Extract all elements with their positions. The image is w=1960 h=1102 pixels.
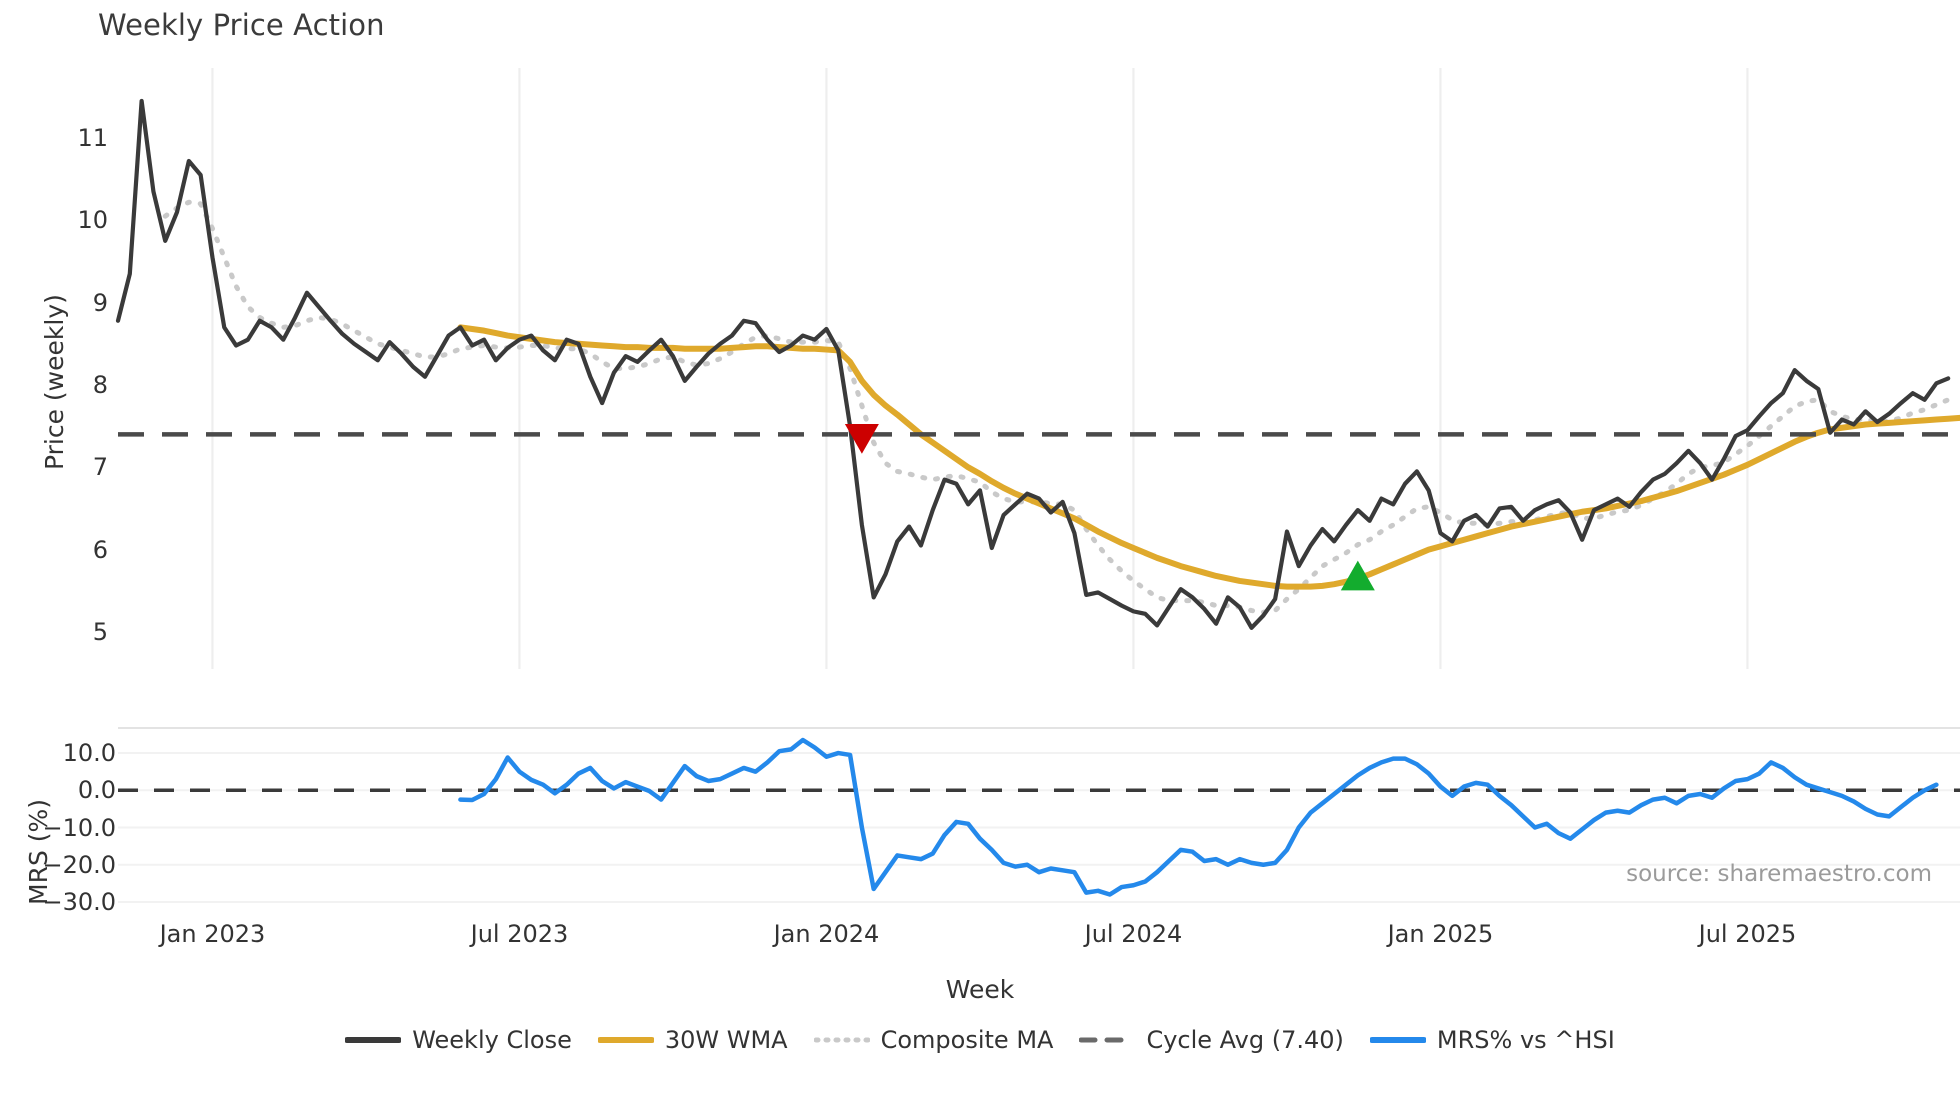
legend-label: MRS% vs ^HSI bbox=[1436, 1026, 1615, 1054]
price-chart-svg bbox=[115, 68, 1960, 669]
series-line-30w-wma bbox=[457, 324, 1960, 590]
price-y-tick-label: 6 bbox=[92, 535, 108, 564]
x-tick-label: Jan 2025 bbox=[1387, 920, 1494, 948]
legend-item-mrs-vs-hsi[interactable]: MRS% vs ^HSI bbox=[1369, 1026, 1615, 1054]
x-tick-label: Jul 2023 bbox=[470, 920, 569, 948]
price-y-tick-label: 8 bbox=[92, 370, 108, 399]
legend-swatch-dashed bbox=[1079, 1037, 1136, 1043]
mrs-chart-svg bbox=[118, 727, 1960, 903]
legend-swatch-solid bbox=[597, 1037, 654, 1043]
mrs-y-tick-label: −20.0 bbox=[42, 850, 116, 879]
sell-marker bbox=[844, 424, 879, 454]
mrs-plot-area bbox=[118, 727, 1960, 915]
legend-swatch-solid bbox=[1369, 1037, 1426, 1043]
series-line-mrs-vs-hsi bbox=[458, 737, 1939, 897]
series-line-composite-ma bbox=[162, 199, 1951, 615]
legend-item-weekly-close[interactable]: Weekly Close bbox=[345, 1026, 572, 1054]
mrs-y-tick-label: 10.0 bbox=[62, 739, 116, 768]
x-tick-label: Jul 2025 bbox=[1698, 920, 1797, 948]
mrs-y-tick-label: −10.0 bbox=[42, 813, 116, 842]
x-tick-label: Jan 2024 bbox=[773, 920, 880, 948]
legend-item-cycle-avg-7-40[interactable]: Cycle Avg (7.40) bbox=[1079, 1026, 1344, 1054]
legend-label: Cycle Avg (7.40) bbox=[1146, 1026, 1344, 1054]
legend-item-composite-ma[interactable]: Composite MA bbox=[813, 1026, 1054, 1054]
legend-item-30w-wma[interactable]: 30W WMA bbox=[597, 1026, 788, 1054]
series-line-weekly-close bbox=[115, 98, 1951, 630]
mrs-y-tick-label: 0.0 bbox=[77, 776, 116, 805]
legend-label: 30W WMA bbox=[664, 1026, 788, 1054]
price-y-tick-label: 11 bbox=[77, 123, 108, 152]
mrs-y-tick-label: −30.0 bbox=[42, 887, 116, 916]
x-axis-label: Week bbox=[945, 975, 1015, 1004]
price-y-tick-label: 10 bbox=[77, 206, 108, 235]
price-y-tick-label: 9 bbox=[92, 288, 108, 317]
chart-legend: Weekly Close 30W WMA Composite MA Cycle Avg… bbox=[0, 1026, 1960, 1054]
buy-marker bbox=[1340, 560, 1375, 591]
legend-swatch-dotted bbox=[813, 1037, 870, 1043]
source-watermark: source: sharemaestro.com bbox=[1626, 861, 1932, 887]
legend-label: Weekly Close bbox=[412, 1026, 572, 1054]
price-y-tick-label: 7 bbox=[92, 453, 108, 482]
page-title: Weekly Price Action bbox=[98, 8, 385, 42]
price-y-tick-label: 5 bbox=[92, 617, 108, 646]
legend-swatch-solid bbox=[345, 1037, 402, 1043]
price-plot-area bbox=[115, 68, 1960, 669]
x-tick-label: Jul 2024 bbox=[1084, 920, 1183, 948]
legend-label: Composite MA bbox=[880, 1026, 1054, 1054]
x-tick-label: Jan 2023 bbox=[159, 920, 266, 948]
